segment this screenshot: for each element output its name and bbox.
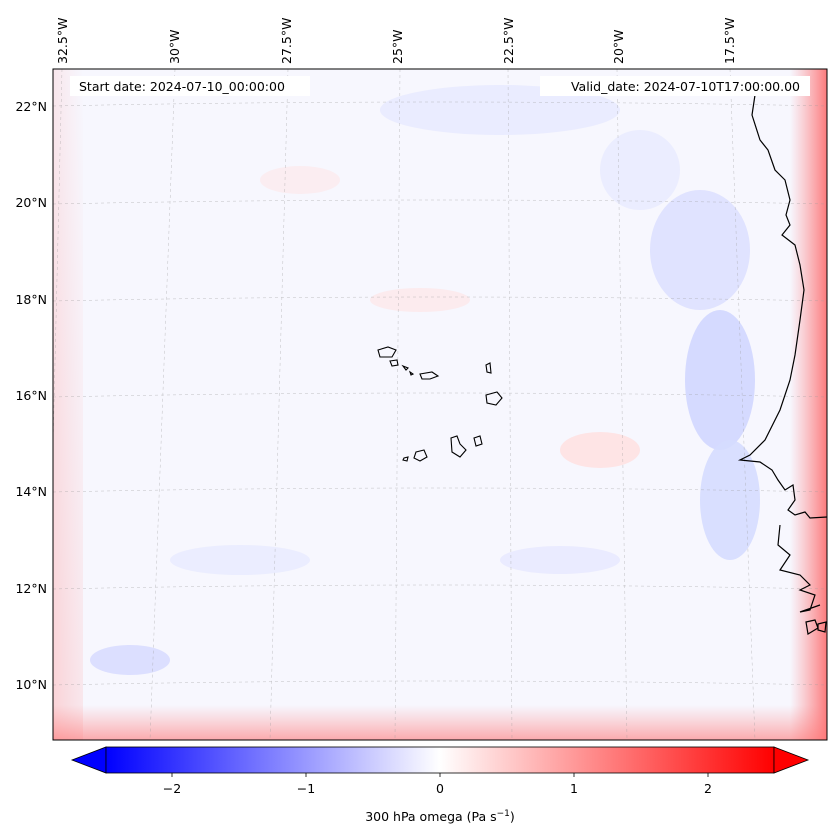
omega-field [53, 69, 827, 740]
lon-label-30w: 30°W [167, 29, 182, 64]
colorbar-extend-right [773, 746, 810, 774]
colorbar: −2 −1 0 1 2 300 hPa omega (Pa s−1) [70, 746, 810, 824]
colorbar-tick-neg1: −1 [297, 781, 315, 796]
valid-date-box [540, 76, 810, 96]
lat-label-16n: 16°N [15, 388, 47, 403]
colorbar-label-main: 300 hPa omega (Pa s [365, 809, 496, 824]
colorbar-tick-neg2: −2 [163, 781, 181, 796]
colorbar-label-close: ) [510, 809, 515, 824]
colorbar-tick-0: 0 [436, 781, 444, 796]
valid-date-text: Valid_date: 2024-07-10T17:00:00.00 [571, 79, 800, 94]
lon-label-25w: 25°W [390, 29, 405, 64]
lat-label-10n: 10°N [15, 677, 47, 692]
cape-verde-islands [377, 346, 503, 462]
lat-label-20n: 20°N [15, 195, 47, 210]
lon-label-17-5w: 17.5°W [722, 18, 737, 64]
start-date-box [70, 76, 310, 96]
lon-label-27-5w: 27.5°W [279, 18, 294, 64]
lon-label-22-5w: 22.5°W [501, 18, 516, 64]
lat-label-22n: 22°N [15, 99, 47, 114]
colorbar-label-exponent: −1 [497, 809, 510, 819]
colorbar-label: 300 hPa omega (Pa s−1) [365, 809, 515, 824]
coastline [737, 94, 827, 635]
lat-label-12n: 12°N [15, 581, 47, 596]
lon-label-32-5w: 32.5°W [55, 18, 70, 64]
colorbar-body [105, 746, 775, 774]
latitude-labels: 22°N 20°N 18°N 16°N 14°N 12°N 10°N [15, 99, 47, 692]
lat-label-18n: 18°N [15, 292, 47, 307]
lat-label-14n: 14°N [15, 484, 47, 499]
colorbar-extend-left [70, 746, 107, 774]
colorbar-tick-2: 2 [704, 781, 712, 796]
gridlines [53, 69, 827, 740]
lon-label-20w: 20°W [611, 29, 626, 64]
map-frame [52, 68, 828, 741]
start-date-text: Start date: 2024-07-10_00:00:00 [79, 79, 285, 94]
longitude-labels: 32.5°W 30°W 27.5°W 25°W 22.5°W 20°W 17.5… [55, 18, 737, 64]
colorbar-tick-1: 1 [570, 781, 578, 796]
